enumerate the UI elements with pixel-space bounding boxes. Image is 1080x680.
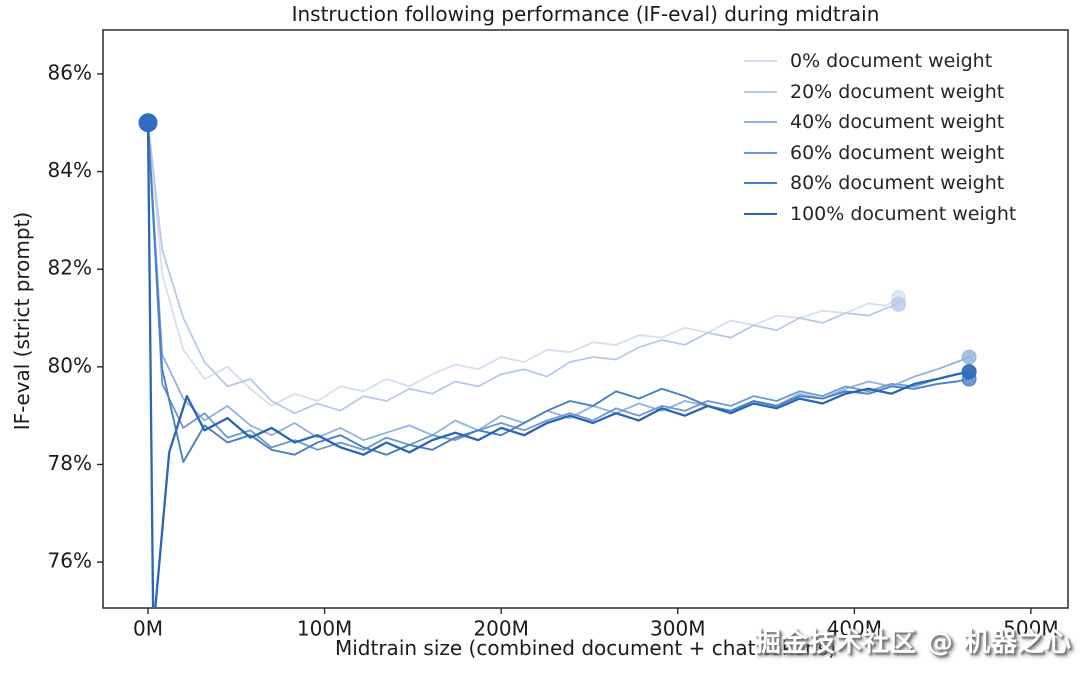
series-end-marker: [961, 364, 977, 380]
legend-label: 20% document weight: [790, 80, 1005, 103]
legend-line-swatch: [744, 90, 777, 93]
legend-label: 60% document weight: [790, 141, 1005, 164]
legend-line-swatch: [744, 60, 777, 63]
legend-label: 40% document weight: [790, 111, 1005, 134]
y-tick-label: 84%: [48, 158, 92, 182]
y-tick-label: 82%: [48, 256, 92, 280]
series-end-marker: [961, 349, 977, 365]
series-line: [147, 121, 900, 415]
x-tick-label: 500M: [1003, 617, 1058, 641]
legend-item-0: 0% document weight: [744, 46, 1016, 77]
x-axis-label: Midtrain size (combined document + chat …: [334, 636, 836, 660]
x-tick-label: 100M: [297, 617, 352, 641]
series-line: [147, 121, 970, 451]
y-tick-label: 86%: [48, 60, 92, 84]
legend-item-4: 80% document weight: [744, 168, 1016, 199]
legend-line-swatch: [744, 121, 777, 124]
x-tick-label: 400M: [827, 617, 882, 641]
legend-item-2: 40% document weight: [744, 107, 1016, 138]
series-line: [147, 121, 900, 407]
x-tick-label: 200M: [473, 617, 528, 641]
legend: 0% document weight 20% document weight 40%…: [744, 46, 1016, 229]
legend-label: 80% document weight: [790, 172, 1005, 195]
chart-title: Instruction following performance (IF-ev…: [291, 2, 880, 26]
watermark: 掘金技术社区 @ 机器之心: [754, 628, 1072, 658]
series-lines: [146, 121, 971, 608]
legend-line-swatch: [744, 182, 777, 185]
y-tick-label: 76%: [48, 549, 92, 573]
series-line: [147, 121, 971, 463]
series-line: [147, 121, 970, 442]
legend-line-swatch: [744, 212, 777, 215]
legend-line-swatch: [744, 151, 777, 154]
axes-frame: [102, 29, 1069, 609]
y-axis-label: IF-eval (strict prompt): [10, 211, 34, 431]
legend-label: 100% document weight: [790, 202, 1017, 225]
y-tick-label: 78%: [48, 451, 92, 475]
x-tick-label: 0M: [133, 617, 163, 641]
legend-item-3: 60% document weight: [744, 138, 1016, 169]
series-line: [146, 121, 971, 608]
legend-label: 0% document weight: [790, 50, 993, 73]
legend-item-1: 20% document weight: [744, 77, 1016, 108]
series-end-marker: [890, 296, 906, 312]
x-tick-label: 300M: [650, 617, 705, 641]
legend-item-5: 100% document weight: [744, 199, 1016, 230]
y-tick-label: 80%: [48, 353, 92, 377]
series-start-marker: [138, 113, 158, 133]
